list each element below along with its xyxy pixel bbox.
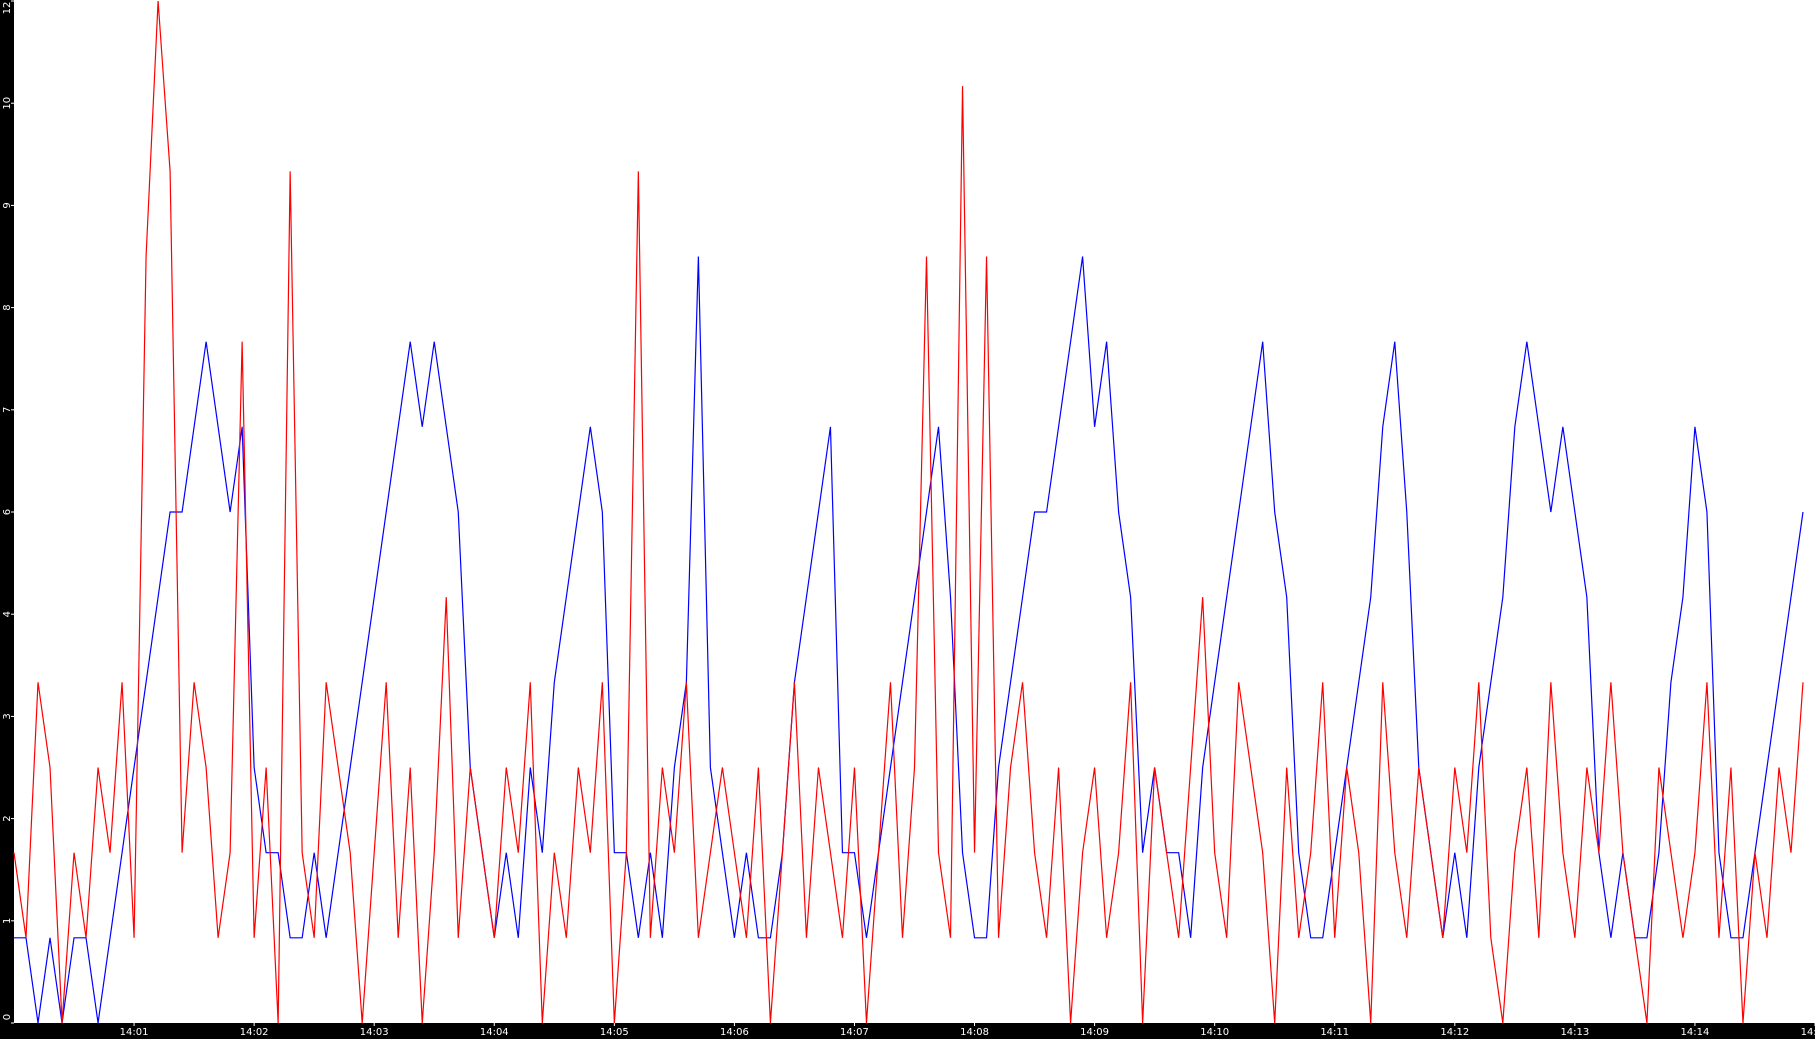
y-axis-bar [0,0,14,1039]
x-tick-label: 14:14 [1681,1027,1710,1038]
y-tick-label: 6 [2,509,13,515]
y-tick-label: 1 [2,918,13,924]
x-tick-label: 14:02 [240,1027,269,1038]
y-tick-label: 0 [2,1014,13,1020]
x-tick-label: 14:08 [960,1027,989,1038]
x-axis-bar [0,1023,1815,1039]
x-tick-label: 14:06 [720,1027,749,1038]
y-tick-label: 12 [2,2,13,15]
y-tick-label: 8 [2,304,13,310]
x-tick-label: 14:12 [1440,1027,1469,1038]
y-tick-label: 3 [2,713,13,719]
series-line [13,0,1804,1024]
x-tick-label: 14:05 [600,1027,629,1038]
x-tick-label: 14:01 [120,1027,149,1038]
x-tick-label: 14:10 [1200,1027,1229,1038]
y-tick-label: 4 [2,611,13,617]
x-tick-label: 14:07 [840,1027,869,1038]
x-tick-label: 14:11 [1320,1027,1349,1038]
x-tick-label: 14:15 [1801,1027,1815,1038]
y-tick-label: 2 [2,815,13,821]
series-line [14,256,1804,1024]
x-tick-label: 14:03 [360,1027,389,1038]
x-tick-label: 14:09 [1080,1027,1109,1038]
y-tick-label: 9 [2,202,13,208]
x-tick-label: 14:04 [480,1027,509,1038]
x-tick-label: 14:13 [1560,1027,1589,1038]
y-tick-label: 7 [2,407,13,413]
y-tick-label: 10 [2,97,13,110]
